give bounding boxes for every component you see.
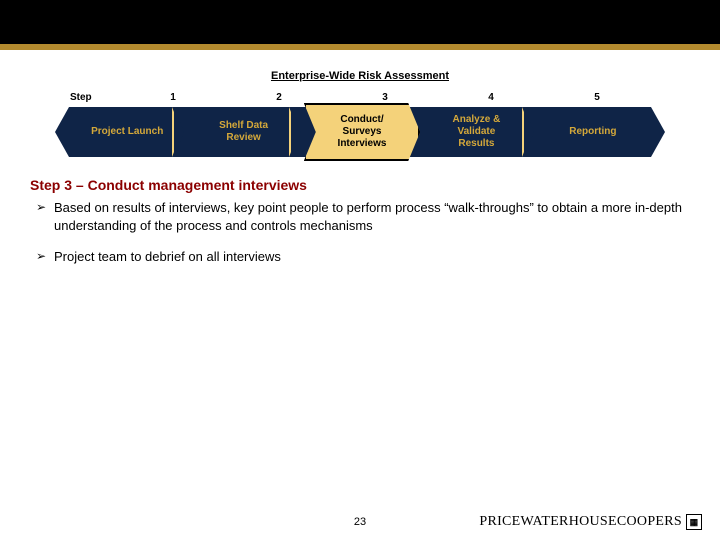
stage-highlight: Conduct/ Surveys Interviews [304,103,420,161]
stage-1: Project Launch [69,107,185,157]
brand-text: PRICEWATERHOUSECOOPERS [479,514,682,530]
section-heading: Step 3 – Conduct management interviews [30,177,690,193]
page-number: 23 [354,516,366,528]
step-num-4: 4 [438,92,544,103]
list-item: ➢ Project team to debrief on all intervi… [36,248,690,266]
stage-4: Analyze & Validate Results [418,107,534,157]
stage-2-label: Shelf Data Review [213,120,274,144]
stage-5: Reporting [535,107,651,157]
stage-4-label: Analyze & Validate Results [447,114,507,150]
bullet-list: ➢ Based on results of interviews, key po… [36,199,690,266]
list-item: ➢ Based on results of interviews, key po… [36,199,690,234]
bullet-icon: ➢ [36,199,54,234]
stage-2: Shelf Data Review [185,107,301,157]
stage-3: Conduct/ Surveys Interviews [302,107,418,157]
step-num-5: 5 [544,92,650,103]
arrow-head-left-icon [55,107,69,157]
footer: 23 PRICEWATERHOUSECOOPERS ▦ [0,504,720,530]
title-bar [0,0,720,44]
bullet-text: Project team to debrief on all interview… [54,248,690,266]
arrow-head-right-icon [651,107,665,157]
brand-badge-icon: ▦ [686,514,702,530]
bullet-text: Based on results of interviews, key poin… [54,199,690,234]
brand-logo: PRICEWATERHOUSECOOPERS ▦ [479,514,702,530]
process-arrow: Project Launch Shelf Data Review Conduct… [55,107,665,157]
stage-5-label: Reporting [563,126,622,138]
step-num-2: 2 [226,92,332,103]
stage-3-label: Conduct/ Surveys Interviews [306,105,418,159]
step-label: Step [70,92,120,103]
step-num-3: 3 [332,92,438,103]
arrow-body: Project Launch Shelf Data Review Conduct… [69,107,651,157]
diagram-title: Enterprise-Wide Risk Assessment [30,70,690,82]
slide-content: Enterprise-Wide Risk Assessment Step 1 2… [0,50,720,266]
steps-header: Step 1 2 3 4 5 [70,92,650,103]
bullet-icon: ➢ [36,248,54,266]
stage-1-label: Project Launch [85,126,169,138]
step-num-1: 1 [120,92,226,103]
